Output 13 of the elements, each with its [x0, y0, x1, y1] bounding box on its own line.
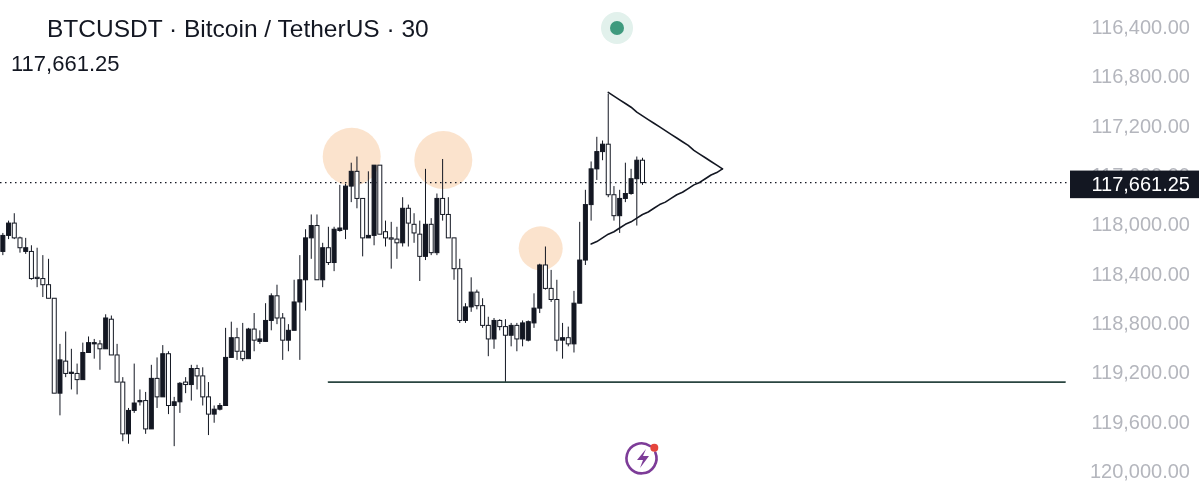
y-tick-label: 118,400.00: [1091, 262, 1190, 285]
ref-line-label: 117,661.25: [1091, 173, 1190, 196]
candlestick: [411, 212, 417, 244]
y-tick-label: 117,200.00: [1091, 114, 1190, 137]
y-tick-label: 116,800.00: [1091, 65, 1190, 88]
y-tick-label: 118,000.00: [1091, 213, 1190, 236]
y-tick-label: 116,400.00: [1091, 16, 1190, 39]
y-tick-label: 120,000.00: [1089, 459, 1190, 482]
y-tick-label: 118,800.00: [1091, 311, 1190, 334]
y-tick-label: 119,600.00: [1091, 410, 1190, 433]
y-tick-label: 119,200.00: [1091, 361, 1190, 384]
text: BTCUSDT · Bitcoin / TetherUS · 30: [47, 15, 429, 42]
text: 117,661.25: [11, 51, 120, 76]
